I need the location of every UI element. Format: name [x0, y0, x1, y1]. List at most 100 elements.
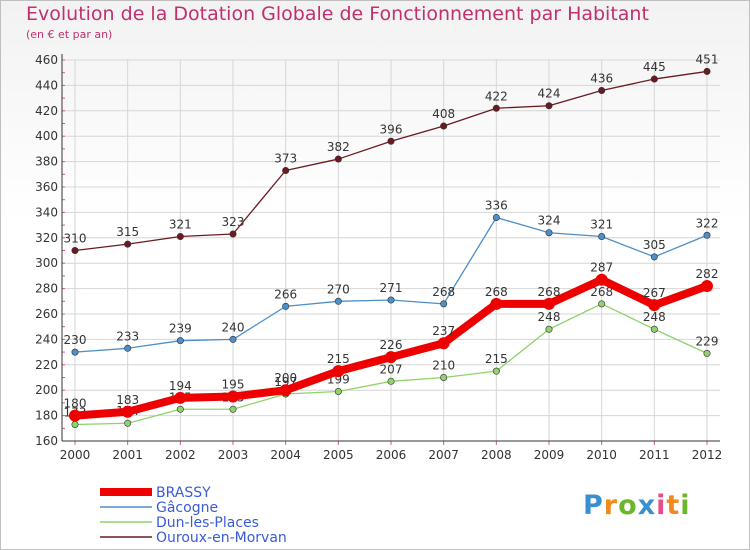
legend-label: Gâcogne	[156, 500, 218, 516]
data-point	[492, 104, 500, 112]
x-tick-label: 2010	[586, 448, 617, 462]
y-tick-label: 400	[35, 129, 58, 143]
y-tick-label: 440	[35, 78, 58, 92]
series-g-cogne: 230 233 239 240 266 270 271 268 336 324 321 305 322	[64, 198, 719, 356]
data-point	[69, 409, 81, 422]
data-label: 200	[274, 371, 297, 385]
data-label: 270	[327, 282, 350, 296]
data-point	[332, 365, 345, 378]
data-label: 396	[380, 122, 403, 136]
data-label: 445	[643, 60, 666, 74]
data-point	[440, 300, 448, 308]
data-label: 268	[432, 285, 455, 299]
data-label: 408	[432, 107, 455, 121]
data-label: 267	[643, 286, 666, 300]
y-tick-label: 300	[35, 256, 58, 270]
y-tick-label: 280	[35, 282, 58, 296]
data-label: 248	[538, 310, 561, 324]
data-label: 321	[590, 218, 613, 232]
data-point	[124, 240, 132, 248]
data-point	[543, 297, 555, 310]
series-brassy: 180 183 194 195 200 215 226 237 268 268 287 267 282	[64, 261, 718, 422]
data-label: 237	[432, 324, 455, 338]
data-point	[492, 367, 500, 375]
data-label: 195	[222, 378, 245, 392]
data-label: 268	[538, 285, 561, 299]
y-tick-label: 360	[35, 180, 58, 194]
data-point	[282, 302, 290, 310]
data-label: 230	[64, 333, 87, 347]
data-point	[490, 297, 503, 310]
data-point	[334, 155, 342, 163]
data-label: 194	[169, 379, 192, 393]
y-tick-label: 340	[35, 205, 58, 219]
chart-subtitle: (en € et par an)	[26, 28, 113, 41]
data-point	[387, 137, 395, 145]
y-tick-label: 220	[35, 358, 58, 372]
x-tick-label: 2002	[165, 448, 196, 462]
data-point	[229, 335, 237, 343]
data-label: 382	[327, 140, 350, 154]
data-point	[334, 297, 342, 305]
y-tick-label: 320	[35, 231, 58, 245]
y-tick-label: 200	[35, 383, 58, 397]
data-label: 239	[169, 322, 192, 336]
x-tick-label: 2003	[218, 448, 249, 462]
y-tick-label: 180	[35, 409, 58, 423]
data-label: 215	[327, 352, 350, 366]
data-point	[650, 75, 658, 83]
data-point	[703, 349, 711, 357]
data-label: 322	[696, 216, 719, 230]
data-point	[648, 299, 661, 312]
data-point	[282, 166, 290, 174]
data-point	[703, 67, 711, 75]
data-point	[176, 405, 184, 413]
y-tick-label: 260	[35, 307, 58, 321]
data-label: 215	[485, 352, 508, 366]
data-label: 373	[274, 151, 297, 165]
data-label: 323	[222, 215, 245, 229]
data-point	[124, 419, 132, 427]
data-point	[334, 387, 342, 395]
data-label: 180	[64, 397, 87, 411]
x-tick-label: 2006	[376, 448, 407, 462]
data-point	[545, 229, 553, 237]
y-tick-label: 380	[35, 155, 58, 169]
legend-label: BRASSY	[156, 485, 211, 501]
data-point	[437, 337, 450, 350]
data-point	[650, 253, 658, 261]
data-label: 268	[485, 285, 508, 299]
data-label: 229	[696, 334, 719, 348]
chart-title: Evolution de la Dotation Globale de Fonc…	[26, 3, 649, 25]
y-tick-label: 240	[35, 332, 58, 346]
data-point	[229, 405, 237, 413]
data-point	[440, 373, 448, 381]
data-label: 422	[485, 89, 508, 103]
data-point	[703, 231, 711, 239]
legend-label: Ouroux-en-Morvan	[156, 530, 287, 546]
x-tick-label: 2001	[112, 448, 143, 462]
x-tick-label: 2004	[270, 448, 301, 462]
data-label: 436	[590, 71, 613, 85]
legend-label: Dun-les-Places	[156, 515, 259, 531]
data-point	[385, 351, 397, 364]
data-point	[176, 337, 184, 345]
data-point	[650, 325, 658, 333]
data-label: 336	[485, 198, 508, 212]
data-point	[176, 233, 184, 241]
data-point	[598, 233, 606, 241]
data-point	[701, 280, 713, 293]
x-tick-label: 2005	[323, 448, 354, 462]
data-label: 321	[169, 218, 192, 232]
data-point	[174, 391, 187, 404]
x-tick-label: 2009	[534, 448, 565, 462]
data-label: 210	[432, 359, 455, 373]
data-label: 287	[590, 261, 613, 275]
data-label: 266	[274, 287, 297, 301]
grid	[62, 59, 720, 442]
data-point	[598, 300, 606, 308]
x-tick-label: 2007	[428, 448, 459, 462]
data-point	[387, 377, 395, 385]
data-label: 310	[64, 232, 87, 246]
